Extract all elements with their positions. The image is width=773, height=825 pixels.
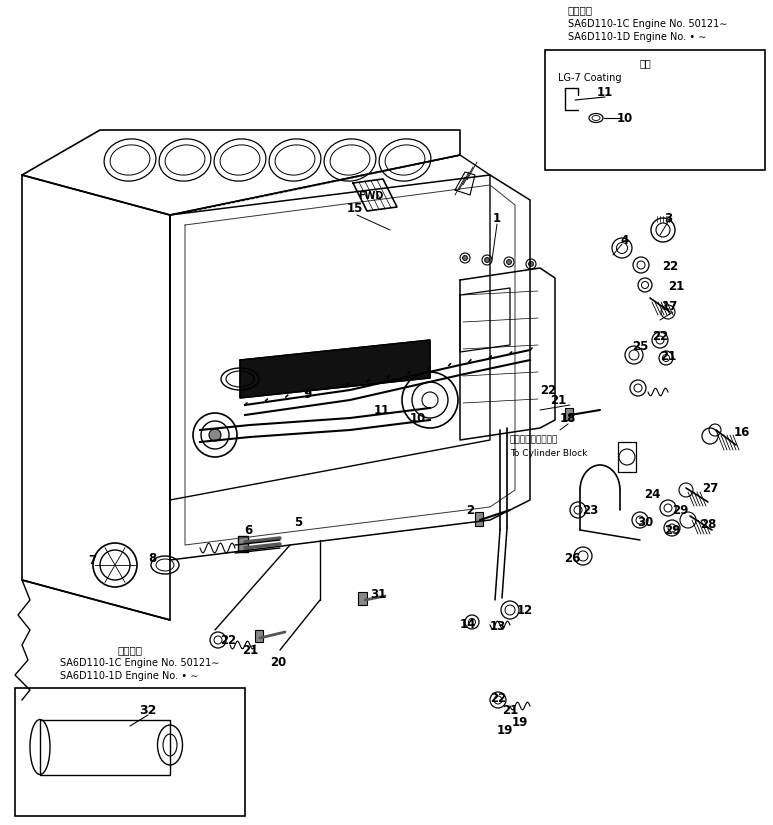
Text: 2: 2 — [466, 503, 474, 516]
Text: 6: 6 — [243, 524, 252, 536]
Text: 27: 27 — [702, 482, 718, 494]
Bar — [238, 536, 248, 552]
Text: 31: 31 — [369, 588, 386, 601]
Text: 18: 18 — [560, 412, 576, 425]
Text: SA6D110-1D Engine No. • ∼: SA6D110-1D Engine No. • ∼ — [60, 671, 199, 681]
Text: 3: 3 — [664, 211, 672, 224]
Text: FWD: FWD — [359, 191, 383, 201]
Bar — [565, 408, 573, 420]
Bar — [40, 720, 170, 775]
Text: 11: 11 — [374, 403, 390, 417]
Text: 7: 7 — [88, 554, 96, 567]
Text: 1: 1 — [493, 211, 501, 224]
Text: 29: 29 — [672, 503, 688, 516]
Text: 26: 26 — [564, 551, 581, 564]
Text: LG-7 Coating: LG-7 Coating — [558, 73, 621, 83]
Text: 16: 16 — [734, 426, 750, 439]
Text: 28: 28 — [700, 517, 717, 530]
Bar — [358, 592, 367, 605]
Text: 9: 9 — [304, 389, 312, 402]
Text: SA6D110-1C Engine No. 50121∼: SA6D110-1C Engine No. 50121∼ — [60, 658, 220, 668]
Circle shape — [209, 429, 221, 441]
Text: 22: 22 — [220, 634, 236, 647]
Bar — [475, 512, 483, 526]
Text: 19: 19 — [512, 716, 528, 729]
Text: 5: 5 — [294, 516, 302, 529]
Polygon shape — [240, 340, 430, 398]
Text: 8: 8 — [148, 551, 156, 564]
Text: 22: 22 — [662, 261, 678, 274]
Text: 30: 30 — [637, 516, 653, 529]
Circle shape — [485, 257, 489, 262]
Text: 17: 17 — [662, 300, 678, 314]
Text: 12: 12 — [517, 604, 533, 616]
Text: 25: 25 — [632, 341, 649, 353]
Text: 22: 22 — [490, 691, 506, 705]
Circle shape — [462, 256, 468, 261]
Bar — [618, 442, 636, 472]
Text: To Cylinder Block: To Cylinder Block — [510, 449, 587, 458]
Text: 19: 19 — [497, 724, 513, 737]
Text: 23: 23 — [582, 503, 598, 516]
Text: SA6D110-1C Engine No. 50121∼: SA6D110-1C Engine No. 50121∼ — [568, 19, 727, 29]
Text: 21: 21 — [550, 394, 566, 407]
Text: 通用号機: 通用号機 — [117, 645, 142, 655]
Circle shape — [529, 262, 533, 266]
Bar — [15, 688, 245, 816]
Text: 4: 4 — [621, 233, 629, 247]
Bar — [255, 630, 263, 642]
Text: シリンダブロックへ: シリンダブロックへ — [510, 436, 558, 445]
Text: 10: 10 — [410, 412, 426, 425]
Text: 21: 21 — [242, 644, 258, 657]
Text: 通用号機: 通用号機 — [567, 5, 592, 15]
Text: SA6D110-1D Engine No. • ∼: SA6D110-1D Engine No. • ∼ — [568, 32, 707, 42]
Text: 20: 20 — [270, 657, 286, 670]
Bar — [545, 50, 765, 170]
Text: 21: 21 — [660, 351, 676, 364]
Text: 32: 32 — [139, 704, 157, 716]
Circle shape — [506, 260, 512, 265]
Text: 13: 13 — [490, 620, 506, 634]
Text: 15: 15 — [347, 201, 363, 214]
Text: 21: 21 — [668, 280, 684, 294]
Text: 22: 22 — [652, 331, 668, 343]
Text: 14: 14 — [460, 619, 476, 631]
Text: 10: 10 — [617, 111, 633, 125]
Text: 塗布: 塗布 — [639, 58, 651, 68]
Text: 24: 24 — [644, 488, 660, 502]
Text: 11: 11 — [597, 86, 613, 98]
Text: 21: 21 — [502, 704, 518, 716]
Text: 22: 22 — [540, 384, 556, 397]
Text: 29: 29 — [664, 524, 680, 536]
